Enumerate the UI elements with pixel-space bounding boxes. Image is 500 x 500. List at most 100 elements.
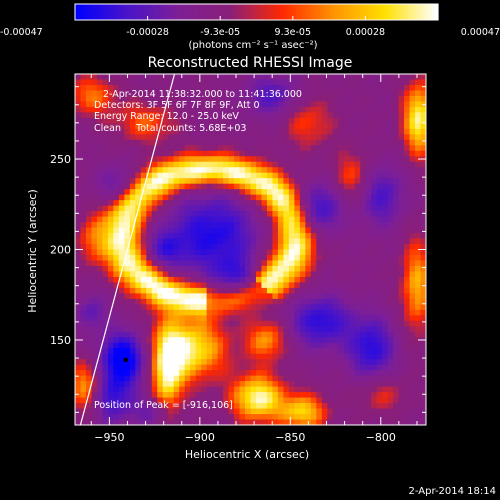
heatmap-cell (393, 117, 400, 124)
heatmap-cell (201, 222, 208, 229)
heatmap-cell (387, 200, 394, 207)
heatmap-cell (157, 348, 164, 355)
heatmap-cell (261, 249, 268, 256)
heatmap-cell (151, 183, 158, 190)
heatmap-cell (206, 156, 213, 163)
heatmap-cell (234, 282, 241, 289)
heatmap-cell (288, 95, 295, 102)
heatmap-cell (316, 205, 323, 212)
heatmap-cell (404, 375, 411, 382)
heatmap-cell (332, 419, 339, 426)
heatmap-cell (415, 282, 422, 289)
heatmap-cell (365, 304, 372, 311)
heatmap-cell (266, 183, 273, 190)
colorbar-cell (398, 4, 403, 20)
heatmap-cell (255, 364, 262, 371)
heatmap-cell (228, 249, 235, 256)
heatmap-cell (294, 315, 301, 322)
heatmap-cell (420, 106, 427, 113)
heatmap-cell (360, 309, 367, 316)
heatmap-cell (85, 287, 92, 294)
heatmap-cell (173, 200, 180, 207)
heatmap-cell (310, 216, 317, 223)
heatmap-cell (228, 156, 235, 163)
heatmap-cell (129, 249, 136, 256)
heatmap-cell (91, 145, 98, 152)
heatmap-cell (409, 200, 416, 207)
heatmap-cell (212, 375, 219, 382)
heatmap-cell (129, 183, 136, 190)
heatmap-cell (102, 244, 109, 250)
heatmap-cell (85, 216, 92, 223)
heatmap-cell (190, 304, 197, 311)
heatmap-cell (310, 375, 317, 382)
heatmap-cell (173, 331, 180, 338)
heatmap-cell (228, 375, 235, 382)
heatmap-cell (398, 95, 405, 102)
heatmap-cell (398, 134, 405, 141)
heatmap-cell (371, 227, 378, 234)
heatmap-cell (404, 222, 411, 229)
heatmap-cell (80, 156, 87, 163)
heatmap-cell (261, 392, 268, 399)
heatmap-cell (118, 419, 125, 426)
heatmap-cell (310, 74, 317, 80)
heatmap-cell (393, 167, 400, 174)
heatmap-cell (288, 194, 295, 201)
colorbar-cell (401, 4, 406, 20)
heatmap-cell (398, 348, 405, 355)
heatmap-cell (310, 238, 317, 245)
heatmap-cell (146, 419, 153, 426)
heatmap-cell (223, 254, 230, 261)
heatmap-cell (327, 145, 334, 152)
heatmap-cell (234, 139, 241, 146)
heatmap-cell (277, 117, 284, 124)
heatmap-cell (107, 353, 114, 360)
heatmap-cell (365, 211, 372, 218)
heatmap-cell (266, 419, 273, 426)
heatmap-cell (349, 403, 356, 410)
heatmap-cell (212, 172, 219, 179)
heatmap-cell (305, 331, 312, 338)
heatmap-cell (157, 183, 164, 190)
heatmap-cell (305, 337, 312, 344)
heatmap-cell (195, 392, 202, 399)
heatmap-cell (162, 364, 169, 371)
heatmap-cell (250, 276, 257, 283)
heatmap-cell (250, 238, 257, 245)
heatmap-cell (409, 249, 416, 256)
heatmap-cell (255, 139, 262, 146)
heatmap-cell (107, 123, 114, 130)
heatmap-cell (113, 386, 120, 393)
heatmap-cell (420, 370, 427, 377)
heatmap-cell (124, 364, 131, 371)
heatmap-cell (113, 419, 120, 426)
heatmap-cell (184, 95, 191, 102)
heatmap-cell (409, 233, 416, 240)
heatmap-cell (96, 194, 103, 201)
heatmap-cell (360, 167, 367, 174)
heatmap-cell (409, 244, 416, 250)
colorbar-cell (274, 4, 279, 20)
heatmap-cell (288, 134, 295, 141)
heatmap-cell (283, 106, 290, 113)
heatmap-cell (376, 386, 383, 393)
heatmap-cell (140, 161, 147, 168)
heatmap-cell (277, 233, 284, 240)
heatmap-cell (360, 183, 367, 190)
heatmap-cell (124, 123, 131, 130)
heatmap-cell (179, 178, 186, 185)
heatmap-cell (96, 183, 103, 190)
heatmap-cell (272, 403, 279, 410)
heatmap-cell (168, 309, 175, 316)
heatmap-cell (118, 348, 125, 355)
heatmap-cell (266, 403, 273, 410)
heatmap-cell (212, 282, 219, 289)
heatmap-cell (294, 134, 301, 141)
heatmap-cell (201, 189, 208, 196)
heatmap-cell (283, 348, 290, 355)
heatmap-cell (146, 304, 153, 311)
heatmap-cell (272, 178, 279, 185)
heatmap-cell (212, 194, 219, 201)
